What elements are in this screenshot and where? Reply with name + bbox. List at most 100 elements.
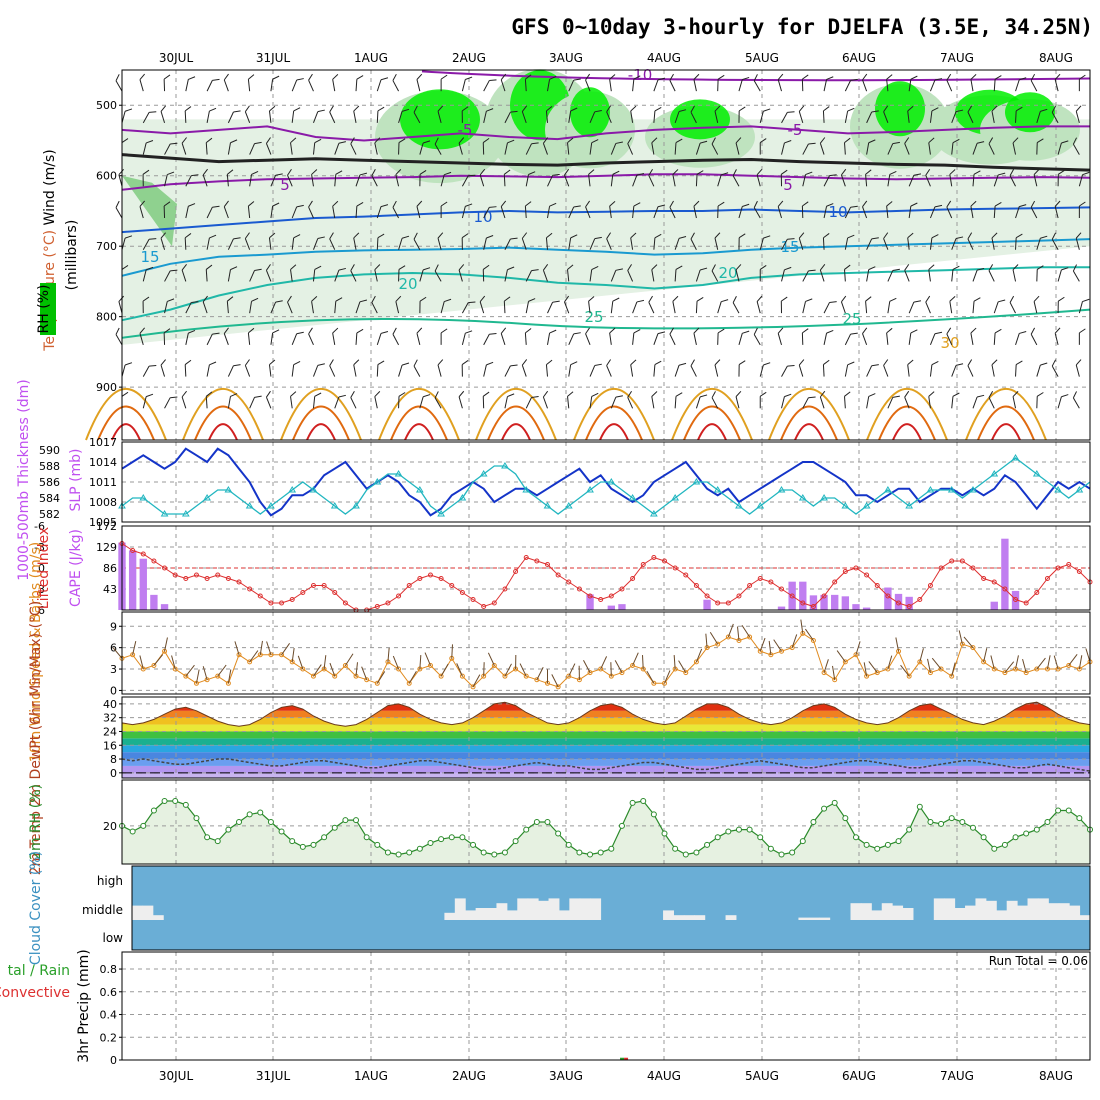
wind-barb-flag — [1033, 169, 1040, 175]
wind-barb-flag — [1061, 140, 1069, 144]
wind-barb — [967, 105, 974, 124]
wind-barb-staff — [887, 143, 894, 155]
wind-barb-staff — [1036, 657, 1046, 670]
wind-barb-staff — [606, 238, 612, 250]
wind-barb — [451, 644, 453, 659]
wind-barb — [1046, 655, 1051, 670]
wind-barb — [504, 237, 518, 250]
wind-barb — [568, 663, 576, 677]
wind-barb-flag — [928, 264, 935, 270]
cape-bar — [894, 593, 903, 610]
wind-barb — [1030, 200, 1038, 219]
wind-barb — [908, 202, 918, 219]
wind-barb — [482, 137, 490, 155]
lifted-index-marker — [310, 583, 316, 588]
cloud-bar-middle — [590, 898, 602, 920]
lifted-index-marker — [683, 572, 689, 578]
wind-barb-staff — [297, 655, 304, 670]
wind-barb — [479, 168, 486, 187]
axis-label-part: CAPE (J/kg) — [68, 529, 84, 607]
temp-contour-30 — [768, 387, 850, 441]
wind-barb-staff — [695, 269, 701, 282]
wind-barb — [606, 359, 612, 377]
wind-barb — [525, 269, 539, 282]
wind-barb — [482, 264, 490, 282]
wind-barb-flag — [955, 363, 964, 366]
wind-barb-flag — [657, 77, 666, 81]
wind-barb — [291, 360, 301, 377]
lifted-index-marker — [1023, 600, 1029, 606]
wind-barb-staff — [798, 238, 804, 250]
wind-barb-staff — [951, 365, 957, 377]
wind-barb-flag — [392, 327, 397, 335]
wind-barb — [927, 658, 931, 673]
wind-barb-staff — [589, 269, 593, 282]
wind-speed-marker — [268, 652, 274, 658]
wind-barb-flag — [1012, 264, 1019, 271]
wind-barb — [504, 393, 515, 409]
wind-barb — [988, 137, 995, 155]
rh-2m-marker — [321, 834, 328, 841]
wind-barb-flag — [461, 360, 469, 365]
wind-barb-staff — [413, 365, 421, 377]
wind-barb-staff — [519, 663, 527, 677]
wind-speed-marker — [364, 677, 370, 683]
wind-barb-flag — [202, 295, 208, 303]
temp-contour-label: 10 — [828, 203, 847, 221]
wind-barb — [413, 359, 421, 377]
wind-barb-staff — [329, 662, 336, 677]
wind-barb — [990, 655, 995, 670]
rh-2m-marker — [789, 849, 796, 856]
wind-barb-flag — [934, 78, 943, 81]
wind-barb-staff — [693, 79, 697, 92]
rh-2m-marker — [821, 805, 828, 812]
lifted-index-marker — [204, 576, 210, 581]
wind-barb-staff — [504, 142, 508, 155]
tick-label-right: 86 — [103, 562, 117, 575]
lifted-index-marker — [449, 583, 455, 588]
series-marker — [203, 494, 211, 501]
wind-barb-staff — [564, 301, 570, 314]
rh-2m-marker — [406, 849, 413, 856]
wind-barb-flag — [332, 73, 339, 80]
wind-barb — [376, 671, 386, 684]
cloud-bar-middle — [558, 910, 570, 920]
cape-bar — [128, 550, 137, 610]
wind-barb-flag — [482, 264, 490, 270]
wind-barb-flag — [759, 138, 767, 143]
wind-barb-staff — [1057, 269, 1062, 282]
tick-label-left: 586 — [39, 476, 60, 489]
wind-barb — [887, 655, 893, 670]
rh-2m-marker — [1055, 807, 1062, 814]
wind-speed-marker — [300, 666, 306, 672]
wind-barb-flag — [759, 265, 767, 270]
wind-barb — [844, 332, 858, 346]
series-marker — [522, 486, 531, 493]
axis-label-part: 1000-500mb Thickness (dm) — [16, 379, 32, 580]
cape-bar — [703, 599, 711, 610]
wind-barb — [823, 659, 829, 673]
wind-barb-flag — [233, 237, 241, 240]
wind-barb-staff — [866, 365, 873, 377]
rh-2m-marker — [852, 834, 859, 841]
cloud-bar-middle — [996, 910, 1008, 920]
wind-barb-staff — [958, 630, 963, 645]
wind-barb-staff — [184, 110, 187, 123]
wind-barb-flag — [690, 359, 695, 367]
cloud-bar-middle — [1058, 903, 1070, 920]
series-marker — [139, 494, 148, 501]
wind-barb-staff — [836, 650, 846, 663]
wind-barb-staff — [160, 238, 166, 250]
wind-barb-staff — [1053, 655, 1059, 670]
wind-barb — [768, 640, 772, 655]
wind-barb-staff — [1033, 301, 1038, 314]
precip-axis-label: 3hr Precip (mm) — [76, 949, 92, 1062]
wind-barb — [142, 296, 150, 314]
temp-contour-35 — [390, 405, 448, 441]
wind-barb-staff — [753, 207, 761, 219]
wind-barb — [695, 394, 708, 409]
wind-barb-flag — [612, 297, 620, 302]
wind-speed-marker — [427, 662, 433, 668]
temp-contour-label: -5 — [788, 121, 803, 139]
wind-barb-staff — [927, 658, 931, 673]
